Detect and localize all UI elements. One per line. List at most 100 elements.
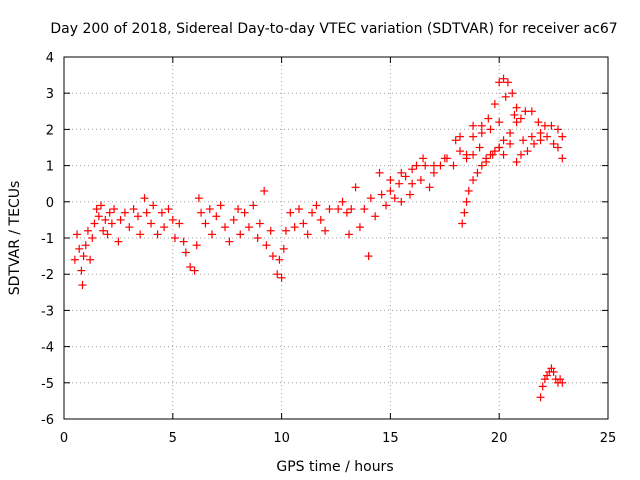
data-point [536,393,545,402]
data-point [105,208,114,217]
data-point [469,132,478,141]
data-point [179,237,188,246]
data-point [451,136,460,145]
data-point [490,100,499,109]
data-point [469,121,478,130]
data-point [347,205,356,214]
data-point [462,150,471,159]
data-point [316,215,325,224]
data-point [160,223,169,232]
data-point [240,208,249,217]
y-tick-label: -4 [41,341,54,356]
data-point [527,107,536,116]
y-tick-label: -3 [41,304,54,319]
data-point [101,215,110,224]
data-point [506,139,515,148]
data-point [229,215,238,224]
data-point [405,190,414,199]
data-point [142,208,151,217]
data-point [262,241,271,250]
data-point [456,132,465,141]
data-point [519,136,528,145]
data-point [355,223,364,232]
x-tick-label: 5 [169,431,177,446]
data-point [538,382,547,391]
data-point [120,208,129,217]
data-point [290,223,299,232]
data-point [286,208,295,217]
data-point [460,208,469,217]
data-point [512,118,521,127]
data-point [408,165,417,174]
data-point [190,266,199,275]
data-point [99,226,108,235]
data-point [473,168,482,177]
x-tick-label: 25 [600,431,617,446]
data-point [429,168,438,177]
data-point [540,375,549,384]
data-point [75,244,84,253]
data-point [273,270,282,279]
data-point [149,201,158,210]
data-point [482,154,491,163]
data-point [527,132,536,141]
data-point [416,176,425,185]
data-point [77,266,86,275]
data-point [558,378,567,387]
data-point [86,255,95,264]
data-point [236,230,245,239]
data-point [397,168,406,177]
data-point [110,205,119,214]
data-point [536,136,545,145]
data-point [549,139,558,148]
data-point [490,147,499,156]
data-point [249,201,258,210]
data-point [140,194,149,203]
data-point [503,78,512,87]
data-point [351,183,360,192]
data-point [377,190,386,199]
data-point [477,121,486,130]
data-point [260,186,269,195]
x-tick-label: 0 [60,431,68,446]
data-point [382,201,391,210]
data-point [90,219,99,228]
data-point [116,215,125,224]
data-point [157,208,166,217]
data-point [499,136,508,145]
data-point [164,205,173,214]
data-point [516,150,525,159]
data-point [88,234,97,242]
y-tick-label: 0 [46,196,54,211]
data-point [342,208,351,217]
data-point [464,186,473,195]
data-point [553,143,562,152]
data-point [401,172,410,181]
y-tick-label: 1 [46,160,54,175]
data-point [547,121,556,130]
data-point [425,183,434,192]
grid-lines [64,57,608,419]
data-point [92,205,101,214]
data-point [477,129,486,138]
y-tick-label: 3 [46,87,54,102]
data-point [512,157,521,166]
axis-ticks: 0 5 10 15 20 25 -6 -5 -4 -3 -2 -1 0 1 2 3 4 [41,51,616,446]
data-point [321,226,330,235]
data-point [96,201,105,210]
x-tick-label: 15 [382,431,399,446]
data-point [345,230,354,239]
data-point [299,219,308,228]
data-point [225,237,234,246]
data-point [495,143,504,152]
y-tick-label: -5 [41,377,54,392]
data-point [456,147,465,156]
data-point [207,230,216,239]
data-point [79,252,88,261]
data-point [364,252,373,261]
data-point [244,223,253,232]
data-point [543,371,552,380]
data-point [334,205,343,214]
x-tick-label: 20 [491,431,508,446]
